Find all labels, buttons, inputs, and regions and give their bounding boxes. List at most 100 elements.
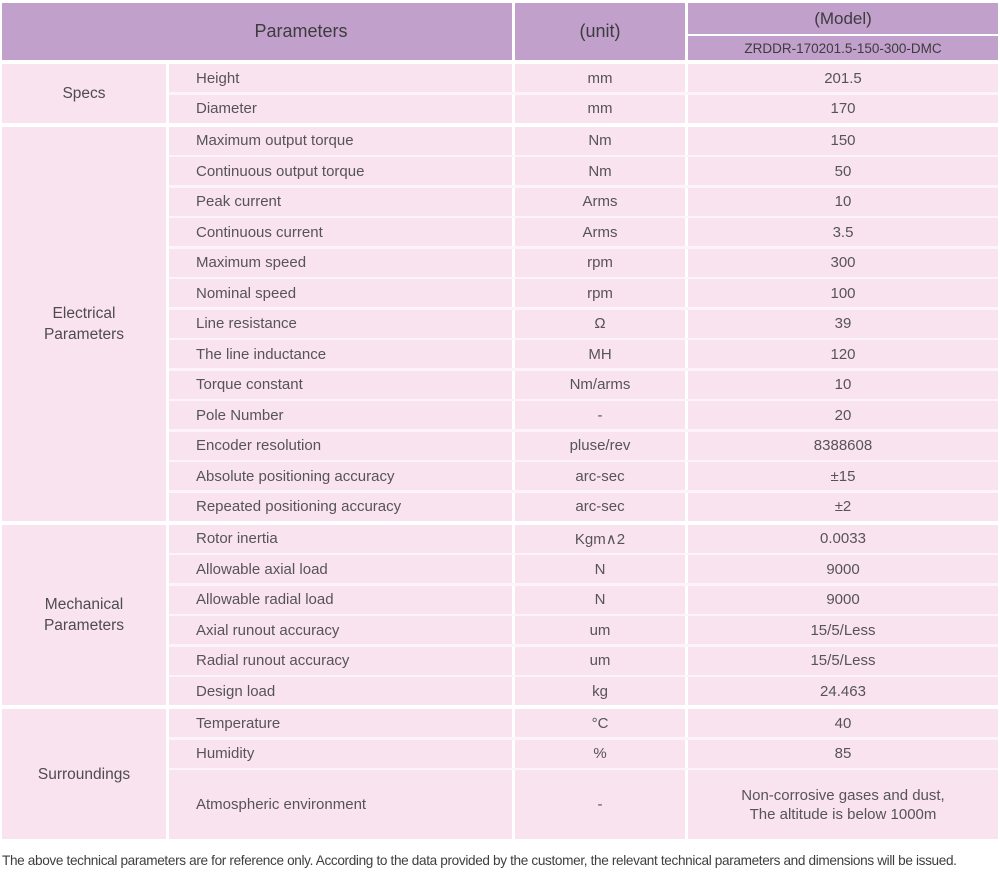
section-rows: Height mm 201.5 Diameter mm 170: [169, 64, 998, 123]
table-row: Nominal speed rpm 100: [169, 279, 998, 307]
header-parameters-label: Parameters: [254, 21, 348, 41]
table-row: Encoder resolution pluse/rev 8388608: [169, 431, 998, 460]
unit-cell: kg: [515, 677, 685, 705]
table-row: Rotor inertia Kgm∧2 0.0033: [169, 524, 998, 553]
param-name-cell: Torque constant: [169, 370, 512, 399]
value-cell: 120: [688, 340, 998, 368]
unit-cell: Kgm∧2: [515, 524, 685, 553]
section: Surroundings Temperature °C 40 Humidity% 85 At…: [2, 709, 998, 839]
parameters-table: Parameters (unit) (Model) ZRDDR-170201.5…: [2, 3, 998, 839]
table-row: Diameter mm 170: [169, 94, 998, 123]
unit-cell: Nm: [515, 126, 685, 155]
header-model-divider: [688, 34, 998, 36]
param-name-cell: Peak current: [169, 187, 512, 216]
unit-cell: MH: [515, 340, 685, 368]
table-row: Allowable axial load N 9000: [169, 555, 998, 583]
section-label: Mechanical Parameters: [2, 524, 166, 705]
section: Specs Height mm 201.5 Diameter mm 170: [2, 64, 998, 123]
param-name-cell: Atmospheric environment: [169, 770, 512, 839]
unit-cell: N: [515, 555, 685, 583]
value-cell: 0.0033: [688, 524, 998, 553]
param-name-cell: Height: [169, 64, 512, 92]
param-name-cell: Rotor inertia: [169, 524, 512, 553]
unit-cell: Nm/arms: [515, 370, 685, 399]
section-rows: Maximum output torque Nm 150 Continuous out…: [169, 126, 998, 521]
value-cell: 150: [688, 126, 998, 155]
table-row: Height mm 201.5: [169, 64, 998, 92]
param-name-cell: Pole Number: [169, 401, 512, 429]
param-name-cell: Absolute positioning accuracy: [169, 462, 512, 490]
param-name-cell: Temperature: [169, 709, 512, 737]
value-cell: 15/5/Less: [688, 646, 998, 675]
table-row: Atmospheric environment - Non-corrosive ga…: [169, 770, 998, 839]
value-cell: 8388608: [688, 431, 998, 460]
value-cell: 300: [688, 248, 998, 277]
param-name-cell: Axial runout accuracy: [169, 616, 512, 644]
value-cell: 201.5: [688, 64, 998, 92]
unit-cell: Nm: [515, 157, 685, 185]
unit-cell: %: [515, 739, 685, 768]
param-name-cell: The line inductance: [169, 340, 512, 368]
unit-cell: arc-sec: [515, 462, 685, 490]
table-row: Axial runout accuracy um 15/5/Less: [169, 616, 998, 644]
unit-cell: rpm: [515, 248, 685, 277]
section-label: Specs: [2, 64, 166, 123]
value-cell: ±15: [688, 462, 998, 490]
param-name-cell: Maximum output torque: [169, 126, 512, 155]
footer-note: The above technical parameters are for r…: [2, 853, 957, 868]
unit-cell: rpm: [515, 279, 685, 307]
section: Electrical Parameters Maximum output torqu…: [2, 126, 998, 521]
section: Mechanical Parameters Rotor inertia Kgm∧2 0.…: [2, 524, 998, 705]
param-name-cell: Radial runout accuracy: [169, 646, 512, 675]
unit-cell: arc-sec: [515, 492, 685, 521]
unit-cell: mm: [515, 64, 685, 92]
table-row: Design load kg 24.463: [169, 677, 998, 705]
unit-cell: Ω: [515, 309, 685, 338]
unit-cell: °C: [515, 709, 685, 737]
unit-cell: mm: [515, 94, 685, 123]
table-body: Specs Height mm 201.5 Diameter mm 170 Electrica…: [2, 64, 998, 839]
value-cell: 10: [688, 187, 998, 216]
unit-cell: um: [515, 646, 685, 675]
value-cell: 100: [688, 279, 998, 307]
value-cell: 10: [688, 370, 998, 399]
unit-cell: N: [515, 585, 685, 614]
table-header: Parameters (unit) (Model) ZRDDR-170201.5…: [2, 3, 998, 60]
value-cell: 20: [688, 401, 998, 429]
value-cell: ±2: [688, 492, 998, 521]
table-row: Continuous output torque Nm 50: [169, 157, 998, 185]
value-cell: 39: [688, 309, 998, 338]
value-cell: 3.5: [688, 218, 998, 246]
value-cell: 9000: [688, 555, 998, 583]
table-row: Absolute positioning accuracy arc-sec ±15: [169, 462, 998, 490]
table-row: Radial runout accuracy um 15/5/Less: [169, 646, 998, 675]
param-name-cell: Nominal speed: [169, 279, 512, 307]
table-row: Temperature °C 40: [169, 709, 998, 737]
unit-cell: pluse/rev: [515, 431, 685, 460]
param-name-cell: Repeated positioning accuracy: [169, 492, 512, 521]
header-model: (Model) ZRDDR-170201.5-150-300-DMC: [688, 3, 998, 60]
header-parameters: Parameters: [2, 3, 512, 60]
param-name-cell: Continuous output torque: [169, 157, 512, 185]
unit-cell: -: [515, 401, 685, 429]
header-model-label: (Model): [688, 3, 998, 34]
value-cell: 9000: [688, 585, 998, 614]
value-cell: Non-corrosive gases and dust, The altitud…: [688, 770, 998, 839]
value-cell: 40: [688, 709, 998, 737]
param-name-cell: Maximum speed: [169, 248, 512, 277]
table-row: The line inductance MH 120: [169, 340, 998, 368]
table-row: Repeated positioning accuracy arc-sec ±2: [169, 492, 998, 521]
unit-cell: Arms: [515, 187, 685, 216]
unit-cell: um: [515, 616, 685, 644]
table-row: Pole Number -20: [169, 401, 998, 429]
unit-cell: -: [515, 770, 685, 839]
param-name-cell: Allowable axial load: [169, 555, 512, 583]
value-cell: 50: [688, 157, 998, 185]
section-rows: Rotor inertia Kgm∧2 0.0033 Allowable axial …: [169, 524, 998, 705]
table-row: Peak current Arms 10: [169, 187, 998, 216]
unit-cell: Arms: [515, 218, 685, 246]
table-row: Humidity% 85: [169, 739, 998, 768]
param-name-cell: Humidity: [169, 739, 512, 768]
header-model-value: ZRDDR-170201.5-150-300-DMC: [688, 36, 998, 60]
